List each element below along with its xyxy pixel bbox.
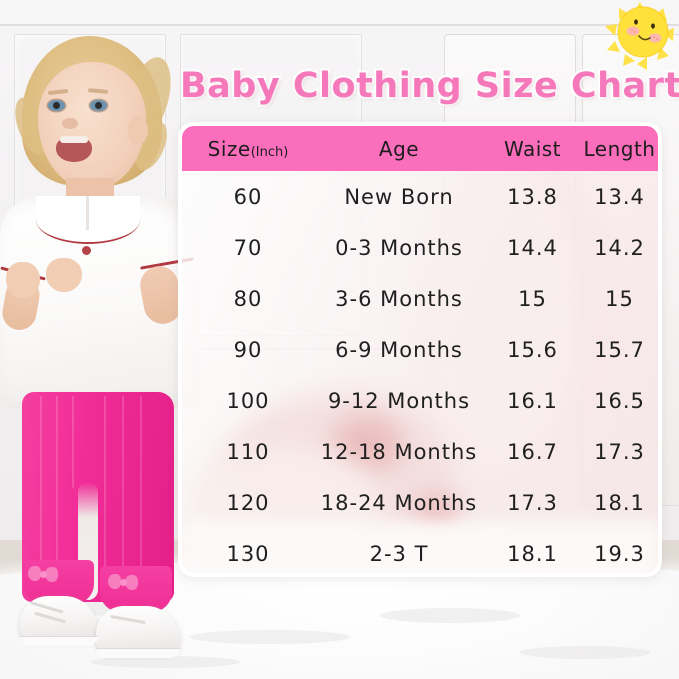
hand: [6, 262, 40, 298]
legging-bow: [28, 566, 58, 584]
sneaker-sole: [20, 636, 98, 646]
cell-waist: 14.4: [507, 235, 558, 260]
rug-texture: [190, 630, 350, 644]
table-row: 60 New Born 13.8 13.4: [182, 171, 658, 222]
cell-waist: 16.7: [507, 439, 558, 464]
cell-size: 60: [233, 184, 263, 209]
cell-length: 17.3: [594, 439, 645, 464]
legging-flare-cuff: [100, 566, 172, 612]
teeth: [60, 136, 88, 143]
cell-waist: 15.6: [507, 337, 558, 362]
legging-rib: [140, 396, 142, 582]
hand: [46, 258, 82, 292]
table-row: 120 18-24 Months 17.3 18.1: [182, 477, 658, 528]
ear: [128, 116, 148, 144]
cell-size: 130: [226, 541, 270, 566]
table-row: 100 9-12 Months 16.1 16.5: [182, 375, 658, 426]
cell-age: 2-3 T: [369, 541, 429, 566]
legging-rib: [122, 396, 124, 592]
cell-length: 13.4: [594, 184, 645, 209]
toddler-photo-subject: [0, 0, 230, 679]
cell-length: 14.2: [594, 235, 645, 260]
legging-rib: [104, 396, 106, 594]
column-header-waist: Waist: [503, 136, 562, 161]
cell-waist: 13.8: [507, 184, 558, 209]
rug-texture: [520, 646, 650, 659]
column-header-age: Age: [378, 136, 420, 161]
column-header-length: Length: [583, 136, 656, 161]
legging-rib: [72, 396, 74, 488]
legging-bow: [108, 574, 138, 592]
cell-length: 15.7: [594, 337, 645, 362]
table-row: 80 3-6 Months 15 15: [182, 273, 658, 324]
cell-waist: 18.1: [507, 541, 558, 566]
rug-texture: [90, 656, 240, 668]
wall-panel-line: [0, 24, 679, 26]
legging-rib: [40, 396, 42, 586]
table-row: 110 12-18 Months 16.7 17.3: [182, 426, 658, 477]
rug-texture: [380, 608, 520, 623]
cell-length: 16.5: [594, 388, 645, 413]
sun-smiling-icon: [603, 0, 677, 74]
cell-age: 3-6 Months: [335, 286, 463, 311]
cell-age: 12-18 Months: [320, 439, 478, 464]
table-row: 90 6-9 Months 15.6 15.7: [182, 324, 658, 375]
cell-size: 80: [233, 286, 263, 311]
cell-size: 100: [226, 388, 270, 413]
page-title: Baby Clothing Size Chart: [178, 64, 679, 108]
table-row: 70 0-3 Months 14.4 14.2: [182, 222, 658, 273]
eye: [48, 100, 65, 111]
size-table: Size(Inch) Age Waist Length 60 New Born …: [182, 126, 658, 573]
cell-length: 18.1: [594, 490, 645, 515]
column-header-size: Size(Inch): [182, 137, 314, 161]
cell-size: 120: [226, 490, 270, 515]
table-row: 130 2-3 T 18.1 19.3: [182, 528, 658, 573]
cell-waist: 15: [518, 286, 547, 311]
table-header-row: Size(Inch) Age Waist Length: [182, 126, 658, 171]
table-body: 60 New Born 13.8 13.4 70 0-3 Months 14.4…: [182, 171, 658, 573]
collar-split: [86, 196, 89, 230]
cell-length: 19.3: [594, 541, 645, 566]
cell-waist: 17.3: [507, 490, 558, 515]
nose: [62, 118, 78, 129]
cell-age: 6-9 Months: [335, 337, 463, 362]
cell-length: 15: [605, 286, 634, 311]
white-sneaker: [96, 606, 180, 654]
cell-age: 18-24 Months: [320, 490, 478, 515]
cell-age: 9-12 Months: [327, 388, 471, 413]
sneaker-sole: [96, 648, 180, 658]
cell-size: 70: [233, 235, 263, 260]
cell-size: 110: [226, 439, 270, 464]
cell-size: 90: [233, 337, 263, 362]
cell-age: New Born: [344, 184, 454, 209]
eye: [90, 100, 107, 111]
cell-age: 0-3 Months: [335, 235, 463, 260]
cell-waist: 16.1: [507, 388, 558, 413]
legging-rib: [56, 396, 58, 592]
column-header-size-label: Size: [207, 136, 251, 161]
shirt-button: [82, 246, 91, 255]
size-chart-card: Size(Inch) Age Waist Length 60 New Born …: [178, 122, 662, 577]
column-header-size-unit: (Inch): [250, 144, 289, 160]
